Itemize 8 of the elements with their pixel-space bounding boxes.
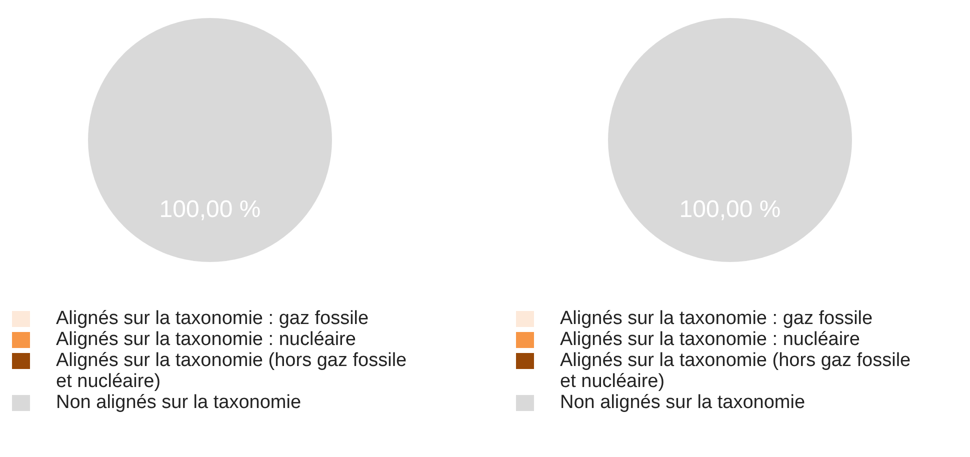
legend-label: Alignés sur la taxonomie : gaz fossile (56, 308, 370, 329)
legend-label: Alignés sur la taxonomie : nucléaire (560, 329, 861, 350)
legend-label: Non alignés sur la taxonomie (560, 392, 806, 413)
legend-label: Alignés sur la taxonomie : nucléaire (56, 329, 357, 350)
legend-label: Alignés sur la taxonomie : gaz fossile (560, 308, 874, 329)
legend-label: Alignés sur la taxonomie (hors gaz fossile et nucléaire) (560, 350, 912, 392)
legend-label: Alignés sur la taxonomie (hors gaz fossile et nucléaire) (56, 350, 408, 392)
legend-label: Non alignés sur la taxonomie (56, 392, 302, 413)
